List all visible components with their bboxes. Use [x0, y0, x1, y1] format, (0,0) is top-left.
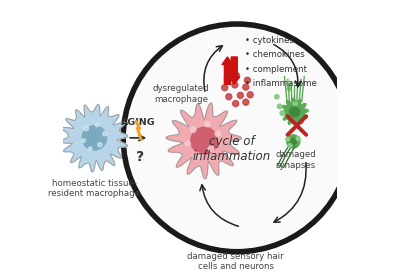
Text: damaged sensory hair
cells and neurons: damaged sensory hair cells and neurons [187, 252, 284, 271]
Text: AGING: AGING [121, 118, 156, 127]
Circle shape [95, 123, 99, 127]
Circle shape [123, 24, 351, 252]
Circle shape [293, 101, 297, 106]
Circle shape [287, 135, 300, 148]
Circle shape [208, 146, 214, 152]
Circle shape [288, 144, 292, 147]
Circle shape [280, 111, 284, 115]
Circle shape [275, 94, 279, 99]
Text: • chemokines: • chemokines [245, 50, 305, 59]
FancyArrow shape [229, 57, 240, 84]
Circle shape [277, 104, 282, 109]
Text: • cytokines: • cytokines [245, 36, 294, 45]
Text: homeostatic tissue-
resident macrophage: homeostatic tissue- resident macrophage [48, 179, 140, 198]
Circle shape [287, 86, 291, 91]
Circle shape [196, 153, 201, 158]
Polygon shape [281, 98, 308, 125]
Circle shape [98, 143, 102, 147]
Circle shape [190, 127, 196, 132]
Circle shape [103, 132, 107, 136]
Circle shape [290, 107, 300, 117]
Text: damaged
synapses: damaged synapses [276, 150, 316, 170]
Polygon shape [60, 104, 128, 172]
Circle shape [243, 84, 249, 90]
Circle shape [233, 101, 239, 107]
Circle shape [82, 139, 85, 143]
Circle shape [247, 92, 253, 98]
Circle shape [226, 94, 232, 100]
Circle shape [222, 85, 228, 91]
Circle shape [185, 141, 190, 146]
Circle shape [232, 82, 238, 88]
Polygon shape [82, 126, 106, 150]
Text: • complement: • complement [245, 65, 307, 73]
Circle shape [84, 126, 89, 131]
Circle shape [244, 77, 250, 83]
Circle shape [243, 99, 249, 105]
Text: • inflammasome: • inflammasome [245, 79, 317, 88]
Circle shape [286, 137, 290, 141]
Text: ?: ? [136, 150, 144, 164]
Circle shape [88, 147, 92, 151]
Circle shape [224, 76, 230, 82]
Text: cycle of
inflammation: cycle of inflammation [192, 135, 271, 163]
Circle shape [290, 138, 296, 145]
Polygon shape [191, 127, 217, 154]
Circle shape [237, 92, 243, 98]
Polygon shape [166, 103, 241, 179]
Circle shape [205, 122, 210, 127]
Circle shape [234, 73, 240, 79]
Circle shape [296, 137, 300, 141]
Circle shape [215, 131, 220, 137]
FancyArrow shape [222, 57, 233, 84]
Text: dysregulated
macrophage: dysregulated macrophage [152, 84, 209, 104]
